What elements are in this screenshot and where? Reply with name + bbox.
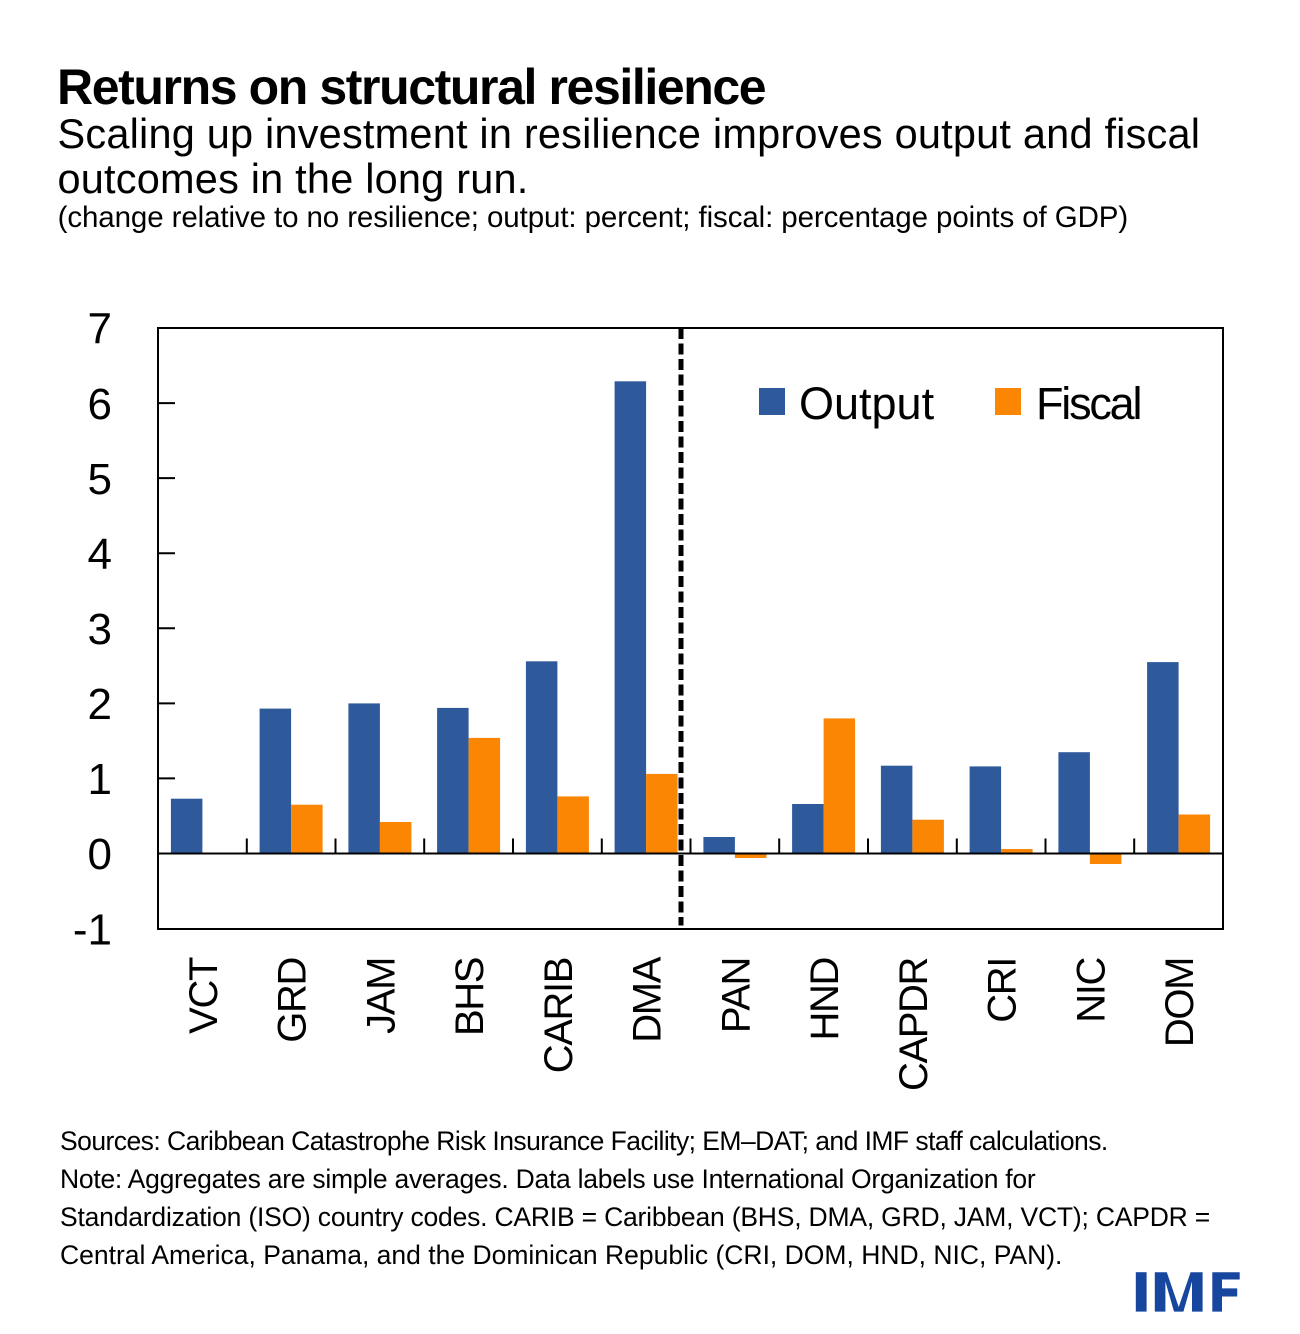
svg-text:VCT: VCT: [182, 957, 226, 1034]
svg-text:DMA: DMA: [626, 956, 670, 1042]
svg-text:-1: -1: [73, 905, 112, 954]
svg-text:GRD: GRD: [271, 958, 315, 1043]
svg-text:HND: HND: [803, 958, 847, 1040]
svg-text:Fiscal: Fiscal: [1036, 378, 1140, 429]
svg-text:CAPDR: CAPDR: [892, 957, 936, 1091]
svg-text:0: 0: [88, 830, 112, 879]
svg-text:CARIB: CARIB: [537, 958, 581, 1073]
svg-text:NIC: NIC: [1070, 957, 1114, 1022]
svg-text:7: 7: [88, 305, 112, 354]
svg-text:4: 4: [88, 530, 112, 579]
svg-text:Output: Output: [799, 378, 935, 429]
svg-text:BHS: BHS: [448, 958, 492, 1036]
svg-text:5: 5: [88, 455, 112, 504]
svg-text:DOM: DOM: [1158, 958, 1202, 1047]
svg-text:1: 1: [88, 755, 112, 804]
svg-text:PAN: PAN: [715, 958, 759, 1033]
svg-text:JAM: JAM: [360, 958, 404, 1034]
svg-text:6: 6: [88, 380, 112, 429]
svg-text:CRI: CRI: [981, 958, 1025, 1023]
svg-text:2: 2: [88, 680, 112, 729]
svg-text:3: 3: [88, 605, 112, 654]
